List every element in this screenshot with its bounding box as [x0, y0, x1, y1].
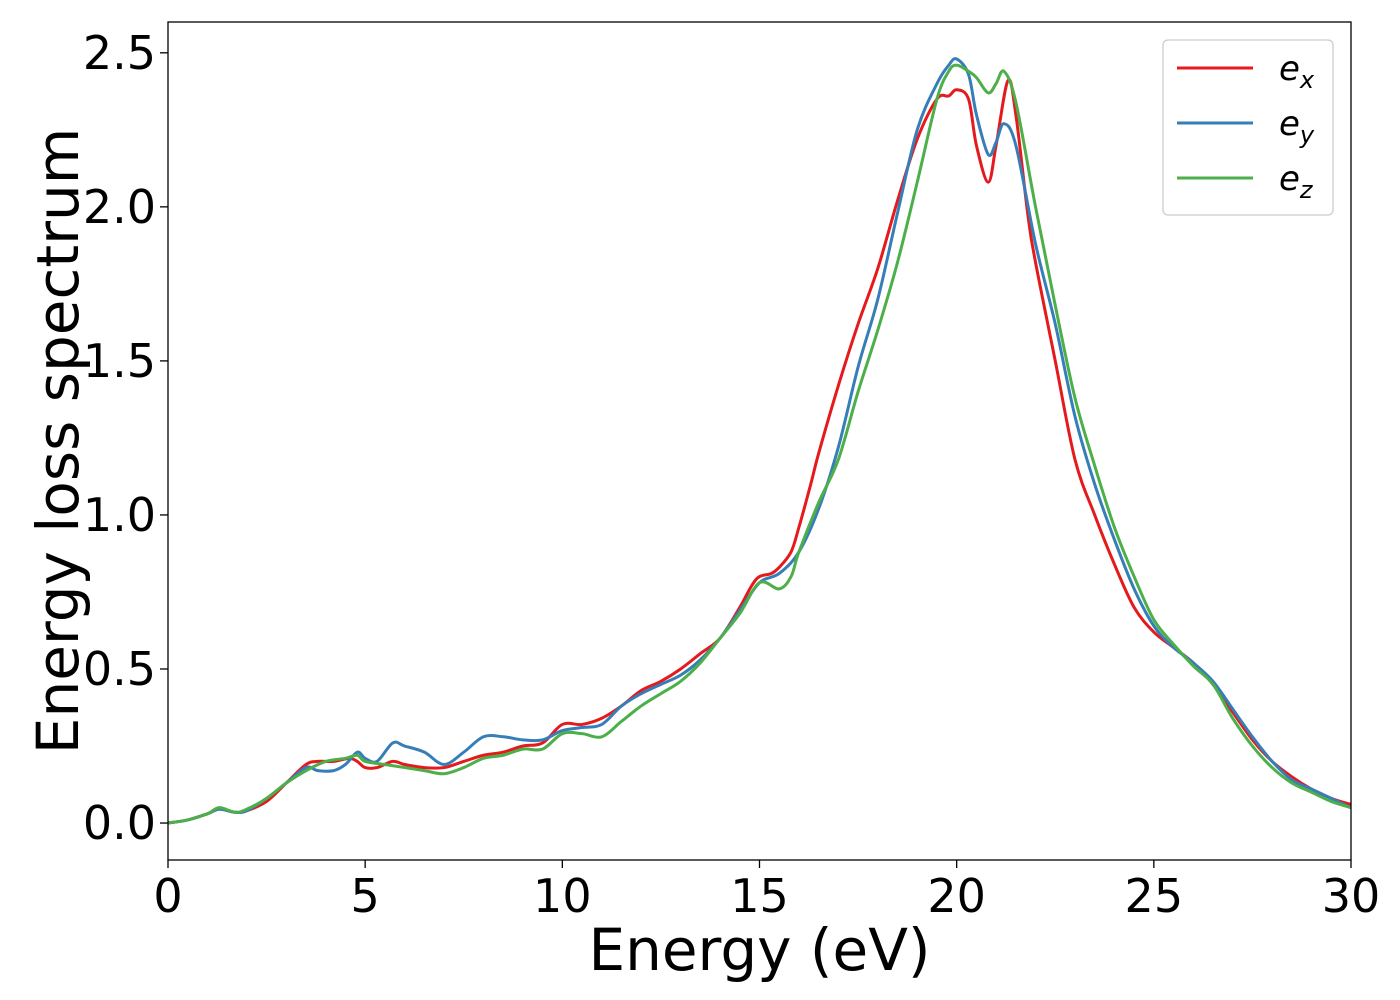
x-axis-ticks: 0 5 10 15 20 25 30: [153, 860, 1380, 923]
x-tick-label: 10: [533, 869, 592, 923]
y-axis-ticks: 0.0 0.5 1.0 1.5 2.0 2.5: [83, 26, 168, 850]
y-tick-label: 2.5: [83, 26, 156, 80]
x-tick-label: 5: [351, 869, 380, 923]
x-tick-label: 15: [730, 869, 789, 923]
y-tick-label: 0.5: [83, 642, 156, 696]
plot-frame: [167, 21, 1352, 861]
y-tick-label: 0.0: [83, 796, 156, 850]
legend-label: ex: [1279, 49, 1315, 94]
legend-box: [1162, 39, 1334, 216]
legend: ex ey ez: [1162, 39, 1334, 216]
x-tick-label: 20: [927, 869, 986, 923]
legend-label: ey: [1279, 104, 1315, 149]
y-tick-label: 1.5: [83, 334, 156, 388]
x-tick-label: 25: [1125, 869, 1184, 923]
legend-item-ex: ex: [1177, 49, 1315, 94]
y-axis-label: Energy loss spectrum: [24, 128, 92, 754]
x-tick-label: 30: [1322, 869, 1381, 923]
plot-area: [168, 57, 1351, 825]
x-axis-label: Energy (eV): [588, 916, 930, 984]
x-tick-label: 0: [153, 869, 182, 923]
series-line-ez: [168, 63, 1351, 825]
legend-label: ez: [1279, 159, 1314, 204]
legend-item-ey: ey: [1177, 104, 1315, 149]
legend-item-ez: ez: [1177, 159, 1314, 204]
y-tick-label: 2.0: [83, 180, 156, 234]
y-tick-label: 1.0: [83, 488, 156, 542]
series-line-ex: [168, 78, 1351, 825]
